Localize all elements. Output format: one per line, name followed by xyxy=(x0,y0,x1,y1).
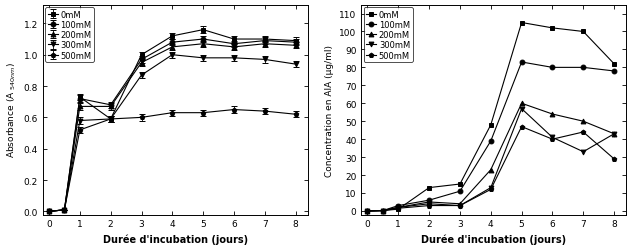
500mM xyxy=(379,209,387,212)
X-axis label: Durée d'incubation (jours): Durée d'incubation (jours) xyxy=(103,234,248,244)
500mM xyxy=(394,207,402,210)
100mM xyxy=(456,190,464,193)
300mM xyxy=(580,150,587,154)
200mM xyxy=(363,210,371,212)
Legend: 0mM, 100mM, 200mM, 300mM, 500mM: 0mM, 100mM, 200mM, 300mM, 500mM xyxy=(46,8,94,63)
0mM xyxy=(425,186,433,189)
100mM xyxy=(487,140,495,143)
500mM xyxy=(456,204,464,207)
500mM xyxy=(549,138,556,141)
500mM xyxy=(611,158,618,161)
0mM xyxy=(456,183,464,186)
Line: 100mM: 100mM xyxy=(365,60,617,214)
0mM xyxy=(394,208,402,211)
300mM xyxy=(549,136,556,139)
100mM xyxy=(549,66,556,70)
500mM xyxy=(363,210,371,212)
300mM xyxy=(611,133,618,136)
200mM xyxy=(394,206,402,209)
300mM xyxy=(394,206,402,209)
300mM xyxy=(487,186,495,189)
Legend: 0mM, 100mM, 200mM, 300mM, 500mM: 0mM, 100mM, 200mM, 300mM, 500mM xyxy=(364,8,413,63)
Line: 0mM: 0mM xyxy=(365,21,617,214)
0mM xyxy=(611,63,618,66)
200mM xyxy=(379,209,387,212)
X-axis label: Durée d'incubation (jours): Durée d'incubation (jours) xyxy=(422,234,566,244)
0mM xyxy=(487,124,495,127)
0mM xyxy=(363,210,371,212)
100mM xyxy=(611,70,618,73)
100mM xyxy=(518,61,525,64)
100mM xyxy=(379,209,387,212)
500mM xyxy=(487,188,495,191)
200mM xyxy=(518,102,525,105)
300mM xyxy=(425,202,433,205)
500mM xyxy=(425,204,433,207)
Line: 500mM: 500mM xyxy=(365,125,617,214)
0mM xyxy=(549,27,556,30)
300mM xyxy=(363,210,371,212)
200mM xyxy=(456,202,464,205)
200mM xyxy=(549,113,556,116)
100mM xyxy=(425,199,433,202)
Y-axis label: Absorbance (A $_{540nm}$): Absorbance (A $_{540nm}$) xyxy=(6,62,18,158)
200mM xyxy=(611,133,618,136)
500mM xyxy=(580,131,587,134)
300mM xyxy=(518,108,525,111)
Line: 300mM: 300mM xyxy=(365,107,617,214)
200mM xyxy=(580,120,587,123)
300mM xyxy=(456,204,464,207)
0mM xyxy=(379,209,387,212)
100mM xyxy=(394,204,402,207)
Y-axis label: Concentration en AIA (µg/ml): Concentration en AIA (µg/ml) xyxy=(325,44,334,176)
500mM xyxy=(518,126,525,128)
100mM xyxy=(363,210,371,212)
0mM xyxy=(518,22,525,25)
Line: 200mM: 200mM xyxy=(365,102,617,214)
200mM xyxy=(425,201,433,204)
0mM xyxy=(580,31,587,34)
300mM xyxy=(379,209,387,212)
100mM xyxy=(580,66,587,70)
200mM xyxy=(487,168,495,172)
